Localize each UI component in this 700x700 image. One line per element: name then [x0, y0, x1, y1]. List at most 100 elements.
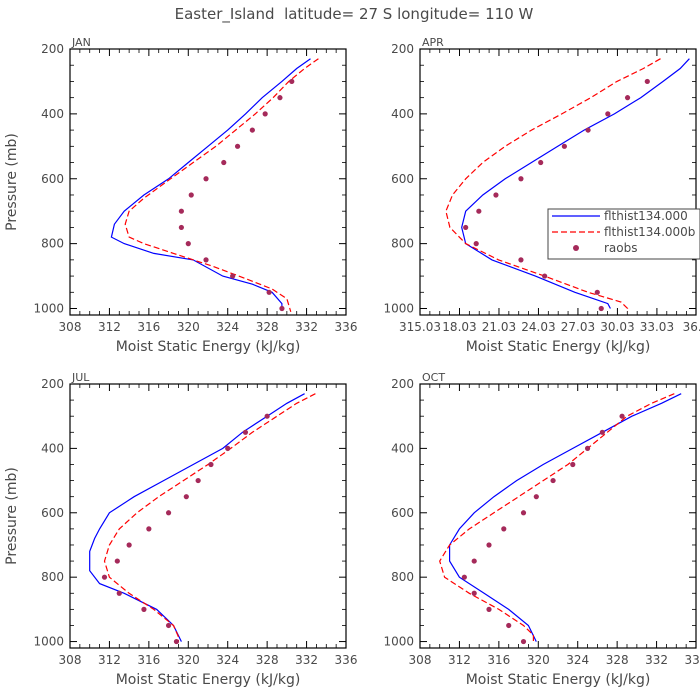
- raobs-point: [619, 413, 625, 419]
- y-tick-label: 400: [41, 441, 64, 455]
- raobs-point: [277, 95, 283, 101]
- x-tick-label: 308: [409, 653, 432, 667]
- raobs-point: [584, 445, 591, 451]
- raobs-point: [501, 526, 507, 532]
- panels-group: JAN 308 312 316 320 324 328 332 336 200 400 600 800 1…: [4, 36, 700, 688]
- y-axis-label: Pressure (mb): [4, 133, 20, 231]
- y-axis-label: Pressure (mb): [4, 467, 20, 565]
- raobs-point: [506, 622, 512, 629]
- raobs-point: [165, 622, 172, 629]
- x-tick-label: 332: [295, 653, 318, 667]
- raobs-point: [208, 461, 214, 468]
- raobs-point: [230, 273, 236, 279]
- x-tick-label: 308: [59, 653, 82, 667]
- raobs-point: [114, 558, 120, 564]
- x-tick-label: 328: [256, 320, 279, 334]
- raobs-point: [178, 224, 184, 231]
- raobs-point: [533, 494, 539, 500]
- x-axis-label: Moist Static Energy (kJ/kg): [116, 339, 301, 355]
- panel-apr: APR 315.03 18.03 21.03 24.03 27.03 30.03 33.03 3…: [383, 36, 700, 355]
- raobs-point: [605, 111, 611, 117]
- x-tick-label: 36.0: [683, 320, 700, 334]
- series-line-flthist134-000: [110, 58, 311, 309]
- raobs-point: [644, 78, 650, 85]
- y-tick-label: 1000: [33, 302, 64, 316]
- x-tick-label: 33.03: [640, 320, 674, 334]
- legend-label-flthist134-000b: flthist134.000b: [604, 225, 695, 239]
- raobs-point: [585, 127, 591, 133]
- raobs-point: [289, 78, 295, 85]
- x-tick-label: 324: [566, 653, 589, 667]
- x-axis-label: Moist Static Energy (kJ/kg): [466, 672, 651, 688]
- raobs-point: [264, 413, 270, 419]
- plot-frame: [419, 48, 697, 316]
- raobs-point: [599, 429, 605, 435]
- series-line-flthist134-000: [449, 393, 682, 642]
- panel-jan: JAN 308 312 316 320 324 328 332 336 200 400 600 800 1…: [4, 36, 357, 355]
- raobs-point: [234, 143, 241, 149]
- x-tick-label: 316: [487, 653, 510, 667]
- raobs-point: [126, 542, 132, 548]
- x-tick-label: 324: [216, 320, 239, 334]
- series-line-flthist134-000b: [103, 393, 316, 642]
- y-tick-label: 1000: [383, 302, 414, 316]
- raobs-point: [183, 494, 189, 500]
- raobs-point: [203, 257, 209, 263]
- x-tick-label: 328: [256, 653, 279, 667]
- x-tick-label: 315.03: [399, 320, 441, 334]
- raobs-point: [493, 192, 499, 198]
- x-tick-label: 336: [685, 653, 700, 667]
- panel-oct: OCT 308 312 316 320 324 328 332 336 200 400 600 800 1…: [383, 371, 700, 688]
- raobs-point: [242, 429, 249, 435]
- raobs-point: [542, 273, 548, 279]
- x-tick-label: 336: [335, 320, 358, 334]
- x-axis-label: Moist Static Energy (kJ/kg): [466, 339, 651, 355]
- raobs-point: [178, 208, 184, 214]
- x-tick-label: 320: [527, 653, 550, 667]
- y-tick-label: 400: [391, 107, 414, 121]
- raobs-point: [486, 606, 492, 612]
- raobs-point: [461, 574, 467, 580]
- x-tick-label: 312: [98, 320, 121, 334]
- raobs-point: [221, 159, 227, 166]
- plot-frame: [69, 48, 347, 316]
- raobs-point: [266, 289, 272, 295]
- series-line-flthist134-000: [461, 58, 690, 309]
- raobs-point: [471, 558, 477, 564]
- y-tick-label: 400: [391, 441, 414, 455]
- raobs-point: [476, 208, 482, 214]
- legend-label-raobs: raobs: [604, 241, 638, 255]
- x-axis-label: Moist Static Energy (kJ/kg): [116, 672, 301, 688]
- raobs-point: [146, 526, 152, 532]
- x-tick-label: 27.03: [561, 320, 595, 334]
- raobs-point: [195, 477, 201, 484]
- raobs-point: [561, 143, 567, 149]
- figure-title: Easter_Island latitude= 27 S longitude= …: [175, 5, 534, 24]
- y-tick-label: 1000: [33, 635, 64, 649]
- raobs-point: [471, 590, 477, 596]
- raobs-point: [520, 638, 527, 645]
- y-tick-label: 1000: [383, 635, 414, 649]
- y-tick-label: 800: [391, 570, 414, 584]
- raobs-point: [518, 257, 524, 263]
- x-tick-label: 312: [448, 653, 471, 667]
- y-tick-label: 200: [391, 42, 414, 56]
- x-tick-label: 18.03: [442, 320, 476, 334]
- raobs-point: [279, 305, 285, 312]
- x-tick-label: 316: [137, 653, 160, 667]
- legend-box: [547, 208, 700, 260]
- x-tick-label: 324: [216, 653, 239, 667]
- raobs-point: [538, 159, 544, 166]
- y-tick-label: 200: [391, 377, 414, 391]
- legend: flthist134.000 flthist134.000b raobs: [547, 208, 700, 260]
- y-tick-label: 200: [41, 42, 64, 56]
- raobs-point: [188, 192, 194, 198]
- raobs-point: [225, 445, 231, 451]
- raobs-point: [486, 542, 492, 548]
- raobs-point: [101, 574, 108, 580]
- series-line-flthist134-000b: [439, 393, 675, 642]
- panel-label: JUL: [71, 371, 90, 384]
- x-tick-label: 332: [295, 320, 318, 334]
- x-tick-label: 328: [606, 653, 629, 667]
